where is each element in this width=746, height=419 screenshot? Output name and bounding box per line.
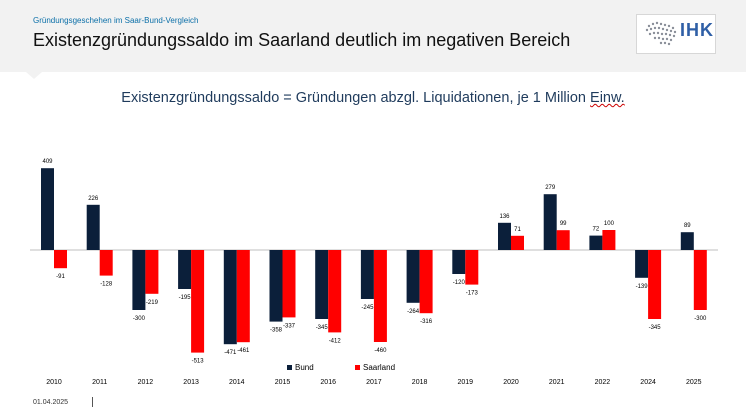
bar-bund-2021 [543, 194, 557, 250]
bar-bund-2024 [635, 250, 649, 278]
chart-title: Existenzgründungssaldo = Gründungen abzg… [0, 90, 746, 106]
legend-swatch-bund [287, 365, 292, 370]
kicker: Gründungsgeschehen im Saar-Bund-Vergleic… [33, 16, 199, 25]
data-label-saarland-2019: -173 [466, 291, 479, 297]
bar-saarland-2018 [419, 250, 433, 314]
data-label-saarland-2015: -337 [283, 323, 296, 329]
x-tick-2016: 2016 [320, 379, 336, 386]
data-label-saarland-2022: 100 [604, 221, 615, 227]
x-tick-2010: 2010 [46, 379, 62, 386]
data-label-saarland-2013: -513 [192, 359, 205, 365]
data-label-bund-2013: -195 [179, 295, 192, 301]
bar-saarland-2010 [54, 250, 67, 269]
x-tick-2013: 2013 [183, 379, 199, 386]
ihk-logo-text: IHK [680, 20, 714, 40]
data-label-bund-2010: 409 [42, 159, 53, 165]
data-label-bund-2018: -264 [407, 309, 420, 315]
bar-bund-2022 [589, 235, 603, 250]
legend-label-bund: Bund [295, 363, 314, 372]
data-label-saarland-2017: -460 [374, 348, 387, 354]
x-tick-2025: 2025 [686, 379, 702, 386]
x-tick-2022: 2022 [595, 379, 611, 386]
bar-saarland-2019 [465, 250, 479, 285]
bar-saarland-2025 [693, 250, 707, 310]
data-label-saarland-2021: 99 [560, 221, 567, 227]
x-tick-2020: 2020 [503, 379, 519, 386]
data-label-bund-2015: -358 [270, 328, 283, 334]
bar-bund-2018 [406, 250, 420, 303]
page-title: Existenzgründungssaldo im Saarland deutl… [33, 30, 571, 50]
x-tick-2019: 2019 [458, 379, 474, 386]
data-label-bund-2011: 226 [88, 196, 99, 202]
bar-saarland-2017 [373, 250, 387, 342]
data-label-bund-2014: -471 [224, 350, 237, 356]
legend-swatch-saarland [355, 365, 360, 370]
x-tick-2012: 2012 [138, 379, 154, 386]
data-label-saarland-2016: -412 [329, 338, 342, 344]
saarland-map-icon [645, 21, 677, 46]
x-tick-2014: 2014 [229, 379, 245, 386]
bar-saarland-2022 [602, 230, 616, 250]
footer-divider [92, 397, 93, 407]
bar-saarland-2024 [648, 250, 662, 319]
data-label-bund-2016: -345 [316, 325, 329, 331]
ihk-logo [636, 14, 716, 54]
chart-title-main: Existenzgründungssaldo = Gründungen abzg… [121, 90, 591, 106]
header-band [0, 0, 746, 72]
bar-bund-2025 [680, 232, 694, 250]
bar-bund-2020 [498, 222, 511, 250]
data-label-bund-2024: -139 [636, 284, 649, 290]
bar-saarland-2020 [511, 235, 524, 250]
chart-title-tail: Einw. [590, 90, 625, 106]
x-tick-2015: 2015 [275, 379, 291, 386]
footer-date: 01.04.2025 [33, 399, 69, 406]
data-label-bund-2017: -245 [361, 305, 374, 311]
bar-saarland-2016 [328, 250, 342, 333]
bar-saarland-2015 [282, 250, 296, 318]
bar-saarland-2013 [191, 250, 205, 353]
data-label-bund-2020: 136 [499, 214, 510, 220]
x-tick-2024: 2024 [640, 379, 656, 386]
bar-saarland-2011 [99, 250, 113, 276]
bar-bund-2012 [132, 250, 146, 310]
x-tick-2011: 2011 [92, 379, 107, 386]
data-label-bund-2025: 89 [684, 223, 691, 229]
data-label-saarland-2012: -219 [146, 300, 159, 306]
bar-bund-2011 [86, 204, 100, 250]
data-label-bund-2019: -120 [453, 280, 466, 286]
bar-saarland-2012 [145, 250, 159, 294]
x-tick-2018: 2018 [412, 379, 428, 386]
data-label-saarland-2011: -128 [100, 282, 113, 288]
bar-bund-2015 [269, 250, 283, 322]
x-tick-2021: 2021 [549, 379, 565, 386]
bar-saarland-2014 [236, 250, 250, 343]
bar-saarland-2021 [556, 230, 570, 250]
data-label-bund-2021: 279 [545, 185, 556, 191]
bar-bund-2013 [178, 250, 192, 289]
bar-bund-2019 [452, 250, 466, 274]
data-label-saarland-2018: -316 [420, 319, 433, 325]
data-label-saarland-2024: -345 [649, 325, 662, 331]
data-label-bund-2012: -300 [133, 316, 146, 322]
data-label-saarland-2014: -461 [237, 348, 250, 354]
data-label-saarland-2020: 71 [514, 227, 521, 233]
bar-bund-2017 [360, 250, 374, 299]
bar-bund-2014 [223, 250, 237, 345]
legend-label-saarland: Saarland [363, 363, 395, 372]
bar-bund-2010 [41, 168, 54, 250]
x-tick-2017: 2017 [366, 379, 382, 386]
data-label-saarland-2025: -300 [694, 316, 707, 322]
data-label-saarland-2010: -91 [56, 274, 65, 280]
bar-bund-2016 [315, 250, 329, 319]
header-notch [26, 72, 42, 79]
data-label-bund-2022: 72 [593, 227, 600, 233]
